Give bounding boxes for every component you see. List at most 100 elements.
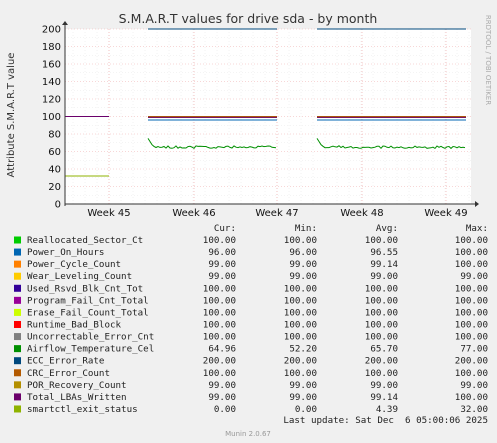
legend-row: Used_Rsvd_Blk_Cnt_Tot 100.00 100.00 100.00 1… [14,283,488,294]
legend-series-name: Used_Rsvd_Blk_Cnt_Tot [27,283,143,294]
legend-value: 100.00 [284,283,317,294]
legend-value: 99.00 [289,392,317,403]
legend-value: 96.00 [208,247,236,258]
x-axis-arrow [475,201,479,207]
axes [62,21,479,207]
legend-value: 96.00 [289,247,317,258]
legend-value: 99.00 [370,380,398,391]
munin-version: Munin 2.0.67 [225,430,271,438]
legend-series-name: Program_Fail_Cnt_Total [27,295,149,306]
legend-value: 100.00 [455,283,488,294]
legend-column-header: Avg: [376,223,398,234]
legend-header: Cur: Min: Avg: Max: [214,223,488,234]
legend-value: 99.00 [289,259,317,270]
legend-swatch [14,296,21,304]
y-axis-label: Attribute S.M.A.R.T value [6,53,17,178]
legend-row: Runtime_Bad_Block 100.00 100.00 100.00 100.0… [14,319,488,330]
legend-series-name: Erase_Fail_Count_Total [27,307,149,318]
legend-value: 99.00 [208,259,236,270]
legend-row: Total_LBAs_Written 99.00 99.00 99.14 100.00 [14,392,488,403]
legend-series-name: Power_Cycle_Count [27,259,121,270]
legend-swatch [14,308,21,316]
legend-swatch [14,272,21,280]
legend-series-name: Uncorrectable_Error_Cnt [27,332,154,343]
legend-value: 100.00 [455,332,488,343]
series-line-airflow_temperature_cel [316,138,466,150]
y-axis-arrow [62,21,68,25]
legend-value: 100.00 [365,235,398,246]
legend-swatch [14,357,21,365]
last-update: Last update: Sat Dec 6 05:00:06 2025 [283,415,488,426]
legend-value: 100.00 [365,307,398,318]
x-tick-label: Week 48 [340,208,383,219]
legend-series-name: Wear_Leveling_Count [27,271,132,282]
legend-value: 100.00 [365,295,398,306]
legend-value: 100.00 [284,332,317,343]
legend-value: 99.00 [460,380,488,391]
legend-value: 100.00 [455,295,488,306]
legend-swatch [14,248,21,256]
legend-value: 99.00 [208,271,236,282]
legend-value: 64.96 [208,344,236,355]
legend-series-name: smartctl_exit_status [27,404,138,415]
x-tick-labels: Week 45 Week 46 Week 47 Week 48 Week 49 [87,208,467,219]
legend-value: 200.00 [365,356,398,367]
legend-row: Program_Fail_Cnt_Total 100.00 100.00 100.00… [14,295,488,306]
legend-value: 100.00 [203,332,236,343]
x-tick-label: Week 46 [172,208,215,219]
legend-value: 100.00 [455,247,488,258]
legend-column-header: Max: [466,223,488,234]
legend-row: Wear_Leveling_Count 99.00 99.00 99.00 99.00 [14,271,488,282]
legend-value: 96.55 [370,247,398,258]
y-tick-label: 180 [42,42,61,53]
series-line-airflow_temperature_cel [147,138,277,149]
legend-swatch [14,393,21,401]
legend-value: 100.00 [365,332,398,343]
legend-series-name: CRC_Error_Count [27,368,110,379]
legend-column-header: Cur: [214,223,236,234]
legend-value: 99.00 [289,380,317,391]
x-tick-label: Week 49 [424,208,467,219]
y-tick-label: 40 [48,165,61,176]
rrdtool-credit: RRDTOOL / TOBI OETIKER [484,15,492,105]
legend-value: 100.00 [455,368,488,379]
legend-value: 100.00 [284,307,317,318]
legend-row: ECC_Error_Rate 200.00 200.00 200.00 200.00 [14,356,488,367]
legend-value: 100.00 [284,319,317,330]
legend-value: 100.00 [203,235,236,246]
legend-swatch [14,381,21,389]
legend-swatch [14,405,21,413]
x-tick-label: Week 45 [87,208,130,219]
legend-series-name: Reallocated_Sector_Ct [27,235,143,246]
legend-series-name: Airflow_Temperature_Cel [27,344,154,355]
legend-value: 100.00 [455,259,488,270]
legend-row: Uncorrectable_Error_Cnt 100.00 100.00 100.0… [14,332,488,343]
legend-value: 100.00 [455,319,488,330]
legend-value: 99.00 [370,271,398,282]
legend-row: Power_Cycle_Count 99.00 99.00 99.14 100.00 [14,259,488,270]
legend-value: 99.14 [370,259,398,270]
legend-value: 100.00 [203,283,236,294]
legend-series-name: Runtime_Bad_Block [27,319,122,330]
legend-value: 99.00 [289,271,317,282]
legend-value: 100.00 [284,235,317,246]
legend-value: 200.00 [203,356,236,367]
legend-series-name: Total_LBAs_Written [27,392,127,403]
y-tick-label: 160 [42,60,61,71]
legend-value: 100.00 [455,392,488,403]
legend-swatch [14,333,21,341]
legend-row: Erase_Fail_Count_Total 100.00 100.00 100.00… [14,307,488,318]
legend-value: 100.00 [365,319,398,330]
legend-series-name: Power_On_Hours [27,247,104,258]
x-tick-label: Week 47 [255,208,298,219]
legend-swatch [14,345,21,353]
y-tick-label: 100 [42,112,61,123]
legend-value: 99.00 [460,271,488,282]
legend-swatch [14,260,21,268]
legend-value: 100.00 [203,368,236,379]
y-tick-label: 200 [42,25,61,36]
legend-value: 99.14 [370,392,398,403]
y-tick-label: 140 [42,77,61,88]
legend-value: 0.00 [214,404,236,415]
